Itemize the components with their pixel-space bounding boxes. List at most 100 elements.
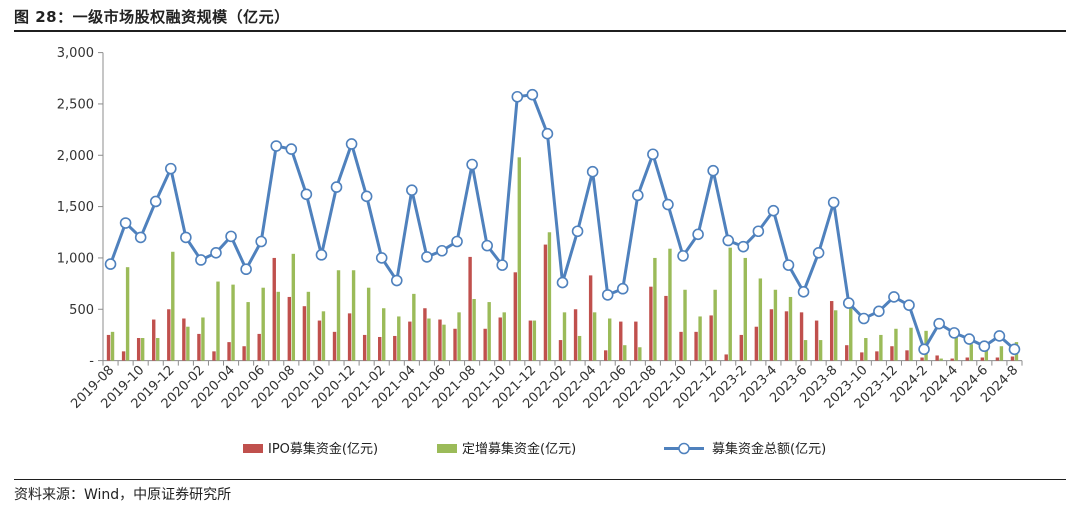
total-point — [345, 138, 358, 150]
ipo-bar — [136, 338, 141, 361]
total-point — [225, 230, 237, 243]
placement-bar — [638, 347, 642, 361]
ipo-bar — [528, 320, 533, 361]
ipo-bar — [257, 333, 261, 361]
ipo-bar — [573, 309, 578, 361]
source-note: 资料来源：Wind，中原证券研究所 — [14, 487, 232, 503]
total-point — [240, 263, 252, 276]
placement-bar — [246, 302, 250, 361]
total-point — [782, 259, 795, 271]
placement-bar — [833, 310, 838, 361]
placement-bar — [909, 327, 913, 361]
title-bar: 图 28：一级市场股权融资规模（亿元） — [14, 4, 1066, 32]
placement-bar — [849, 302, 853, 361]
ipo-bar — [860, 352, 864, 361]
placement-bar — [818, 340, 823, 361]
ipo-bar — [121, 351, 126, 361]
ipo-bar — [935, 355, 939, 361]
ipo-bar — [287, 296, 292, 361]
x-axis: 2019-082019-102019-122020-022020-042020-… — [68, 360, 1023, 412]
total-point — [1008, 343, 1021, 356]
placement-bar — [216, 281, 220, 361]
placement-bar — [231, 284, 235, 361]
placement-bar — [969, 344, 973, 361]
placement-bar — [683, 289, 687, 361]
total-point — [586, 165, 599, 178]
legend-swatch-ipo — [243, 444, 263, 453]
ipo-bar — [1010, 356, 1015, 361]
ipo-bar — [182, 318, 186, 361]
ipo-bar — [754, 326, 759, 361]
ipo-bar — [965, 357, 969, 361]
y-tick-label: - — [89, 354, 94, 369]
placement-bar — [954, 335, 958, 361]
ipo-bar — [950, 358, 954, 361]
placement-bar — [397, 316, 401, 361]
total-point — [421, 251, 433, 263]
ipo-bar — [423, 308, 427, 361]
total-point — [873, 305, 885, 318]
placement-bar — [803, 340, 808, 361]
placement-bar — [261, 287, 265, 361]
placement-bar — [125, 267, 130, 361]
ipo-bar — [679, 331, 683, 361]
total-point — [119, 217, 132, 229]
placement-bar — [336, 270, 341, 361]
total-point — [692, 228, 704, 241]
placement-bar — [743, 257, 747, 361]
ipo-bar — [905, 350, 909, 361]
ipo-bar — [393, 335, 397, 361]
total-point — [390, 274, 403, 287]
legend-label-placement: 定增募集资金(亿元) — [462, 441, 576, 457]
legend: IPO募集资金(亿元) 定增募集资金(亿元) 募集资金总额(亿元) — [243, 441, 826, 457]
total-point — [556, 276, 569, 289]
placement-bar — [623, 345, 627, 361]
ipo-bar — [378, 336, 382, 361]
ipo-bar — [603, 350, 608, 361]
ipo-bar — [588, 275, 593, 361]
total-point — [948, 327, 961, 339]
placement-bar — [562, 312, 567, 361]
total-point — [210, 247, 222, 259]
total-point — [541, 127, 554, 140]
legend-marker-total — [678, 442, 690, 455]
total-point — [677, 250, 689, 262]
total-point — [707, 164, 719, 177]
placement-bar — [713, 289, 717, 361]
total-point — [797, 286, 810, 298]
ipo-bar — [784, 311, 789, 361]
placement-bar — [502, 312, 506, 361]
placement-bar — [366, 287, 371, 361]
placement-bar — [547, 232, 552, 361]
y-tick-label: 2,500 — [57, 97, 94, 112]
ipo-bar — [468, 256, 472, 361]
total-point — [571, 225, 584, 238]
ipo-bar — [347, 313, 352, 361]
total-point — [827, 196, 840, 209]
placement-bar — [939, 358, 943, 361]
placement-bar — [351, 270, 356, 361]
total-point — [511, 90, 524, 103]
total-point — [903, 299, 915, 311]
placement-bar — [607, 318, 612, 361]
total-point — [375, 252, 388, 264]
placement-bar — [577, 335, 582, 361]
ipo-bar — [498, 317, 502, 361]
total-point — [481, 239, 493, 252]
ipo-bar — [619, 321, 623, 361]
placement-bar — [382, 308, 386, 361]
y-axis: - 500 1,000 1,500 2,000 2,500 3,000 — [57, 46, 104, 369]
placement-bar — [306, 291, 311, 361]
placement-bar — [517, 157, 522, 361]
y-tick-label: 1,000 — [57, 251, 94, 266]
ipo-bar — [272, 257, 276, 361]
total-point — [601, 289, 614, 301]
total-point — [300, 188, 313, 201]
ipo-bar — [814, 320, 819, 361]
total-point — [104, 258, 117, 270]
ipo-bar — [362, 334, 367, 361]
placement-bar — [140, 338, 145, 361]
total-point — [285, 143, 298, 155]
bottom-rule — [14, 479, 1066, 480]
placement-bar — [773, 289, 778, 361]
